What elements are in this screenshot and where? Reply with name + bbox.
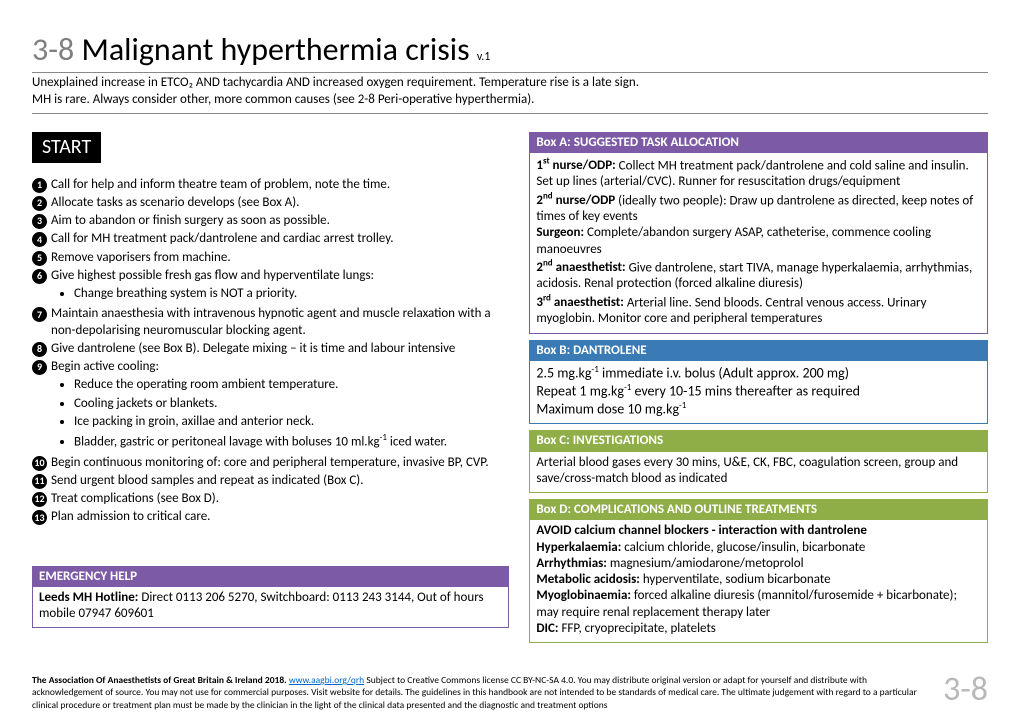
step-8: 8 Give dantrolene (see Box B). Delegate m… xyxy=(32,341,509,357)
step-7: 7 Maintain anaesthesia with intravenous h… xyxy=(32,306,509,339)
step-6-bullets: Change breathing system is NOT a priorit… xyxy=(74,286,509,302)
step-number-icon: 3 xyxy=(32,214,47,229)
step-number-icon: 4 xyxy=(32,232,47,247)
step-number-icon: 10 xyxy=(32,456,47,471)
box-header: Box A: SUGGESTED TASK ALLOCATION xyxy=(530,133,987,153)
box-d: Box D: COMPLICATIONS AND OUTLINE TREATME… xyxy=(529,499,988,643)
box-header: EMERGENCY HELP xyxy=(33,567,508,587)
title-main: Malignant hyperthermia crisis xyxy=(74,30,477,69)
step-1: 1 Call for help and inform theatre team o… xyxy=(32,177,509,193)
right-column: Box A: SUGGESTED TASK ALLOCATION 1st nur… xyxy=(529,132,988,650)
step-number-icon: 13 xyxy=(32,510,47,525)
bullet: Reduce the operating room ambient temper… xyxy=(74,377,509,393)
step-number-icon: 7 xyxy=(32,307,47,322)
left-column: START 1 Call for help and inform theatre … xyxy=(32,132,509,650)
step-number-icon: 2 xyxy=(32,196,47,211)
box-header: Box C: INVESTIGATIONS xyxy=(530,431,987,451)
step-text: Give highest possible fresh gas flow and… xyxy=(51,268,509,284)
step-text: Treat complications (see Box D). xyxy=(51,491,509,507)
start-badge: START xyxy=(32,132,101,163)
step-12: 12 Treat complications (see Box D). xyxy=(32,491,509,507)
step-text: Maintain anaesthesia with intravenous hy… xyxy=(51,306,509,339)
box-body: 1st nurse/ODP: Collect MH treatment pack… xyxy=(530,153,987,333)
step-text: Aim to abandon or finish surgery as soon… xyxy=(51,213,509,229)
footer: The Association Of Anaesthetists of Grea… xyxy=(32,669,988,712)
step-text: Remove vaporisers from machine. xyxy=(51,250,509,266)
box-c: Box C: INVESTIGATIONS Arterial blood gas… xyxy=(529,430,988,493)
footer-text: The Association Of Anaesthetists of Grea… xyxy=(32,674,923,711)
title-prefix: 3-8 xyxy=(32,30,74,69)
step-text: Send urgent blood samples and repeat as … xyxy=(51,473,509,489)
box-a: Box A: SUGGESTED TASK ALLOCATION 1st nur… xyxy=(529,132,988,334)
step-3: 3 Aim to abandon or finish surgery as soo… xyxy=(32,213,509,229)
box-body: Arterial blood gases every 30 mins, U&E,… xyxy=(530,452,987,493)
step-11: 11 Send urgent blood samples and repeat a… xyxy=(32,473,509,489)
box-body: AVOID calcium channel blockers - interac… xyxy=(530,520,987,642)
step-text: Call for help and inform theatre team of… xyxy=(51,177,509,193)
box-b: Box B: DANTROLENE 2.5 mg.kg-1 immediate … xyxy=(529,340,988,425)
step-text: Begin active cooling: xyxy=(51,359,509,375)
main-columns: START 1 Call for help and inform theatre … xyxy=(32,132,988,650)
step-2: 2 Allocate tasks as scenario develops (se… xyxy=(32,195,509,211)
step-5: 5 Remove vaporisers from machine. xyxy=(32,250,509,266)
step-number-icon: 6 xyxy=(32,269,47,284)
box-body: Leeds MH Hotline: Direct 0113 206 5270, … xyxy=(33,587,508,628)
step-9-bullets: Reduce the operating room ambient temper… xyxy=(74,377,509,450)
step-10: 10 Begin continuous monitoring of: core a… xyxy=(32,455,509,471)
step-text: Give dantrolene (see Box B). Delegate mi… xyxy=(51,341,509,357)
box-header: Box D: COMPLICATIONS AND OUTLINE TREATME… xyxy=(530,500,987,520)
step-text: Plan admission to critical care. xyxy=(51,509,509,525)
step-number-icon: 11 xyxy=(32,474,47,489)
step-number-icon: 1 xyxy=(32,178,47,193)
footer-link[interactable]: www.aagbi.org/qrh xyxy=(289,674,364,686)
box-header: Box B: DANTROLENE xyxy=(530,341,987,361)
step-number-icon: 5 xyxy=(32,251,47,266)
bullet: Ice packing in groin, axillae and anteri… xyxy=(74,414,509,430)
step-text: Begin continuous monitoring of: core and… xyxy=(51,455,509,471)
bullet: Bladder, gastric or peritoneal lavage wi… xyxy=(74,432,509,451)
bullet: Cooling jackets or blankets. xyxy=(74,396,509,412)
step-13: 13 Plan admission to critical care. xyxy=(32,509,509,525)
bullet: Change breathing system is NOT a priorit… xyxy=(74,286,509,302)
title-version: v.1 xyxy=(477,50,491,64)
subtitle-1: Unexplained increase in ETCO₂ AND tachyc… xyxy=(32,75,988,91)
step-number-icon: 12 xyxy=(32,492,47,507)
step-4: 4 Call for MH treatment pack/dantrolene a… xyxy=(32,231,509,247)
emergency-help-box: EMERGENCY HELP Leeds MH Hotline: Direct … xyxy=(32,566,509,629)
subtitle-2: MH is rare. Always consider other, more … xyxy=(32,92,988,108)
footer-page-number: 3-8 xyxy=(943,669,988,712)
step-text: Call for MH treatment pack/dantrolene an… xyxy=(51,231,509,247)
title-bar: 3-8 Malignant hyperthermia crisis v.1 xyxy=(32,30,988,73)
step-text: Allocate tasks as scenario develops (see… xyxy=(51,195,509,211)
step-number-icon: 8 xyxy=(32,342,47,357)
step-6: 6 Give highest possible fresh gas flow an… xyxy=(32,268,509,284)
step-number-icon: 9 xyxy=(32,360,47,375)
subtitle-block: Unexplained increase in ETCO₂ AND tachyc… xyxy=(32,75,988,114)
box-body: 2.5 mg.kg-1 immediate i.v. bolus (Adult … xyxy=(530,361,987,423)
step-9: 9 Begin active cooling: xyxy=(32,359,509,375)
